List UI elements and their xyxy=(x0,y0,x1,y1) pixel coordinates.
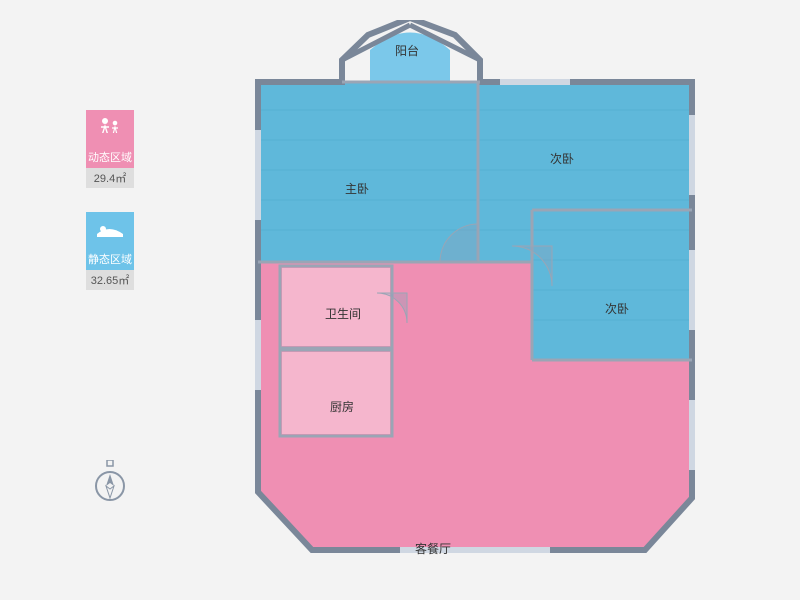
legend-panel: 动态区域 29.4㎡ 静态区域 32.65㎡ xyxy=(80,110,140,314)
legend-dynamic: 动态区域 29.4㎡ xyxy=(80,110,140,188)
legend-dynamic-title: 动态区域 xyxy=(86,146,134,168)
room-label: 卫生间 xyxy=(325,305,361,322)
room-label: 客餐厅 xyxy=(415,540,451,557)
room-label: 厨房 xyxy=(330,398,354,415)
room-label: 次卧 xyxy=(605,300,629,317)
people-icon xyxy=(86,110,134,146)
floorplan: 阳台主卧次卧次卧卫生间厨房客餐厅 xyxy=(250,20,730,580)
room-label: 阳台 xyxy=(395,42,419,59)
sleep-icon xyxy=(86,212,134,248)
legend-static-title: 静态区域 xyxy=(86,248,134,270)
compass-icon xyxy=(92,460,128,509)
room-label: 次卧 xyxy=(550,150,574,167)
legend-dynamic-value: 29.4㎡ xyxy=(86,168,134,188)
legend-static-value: 32.65㎡ xyxy=(86,270,134,290)
room-label: 主卧 xyxy=(345,180,369,197)
legend-static: 静态区域 32.65㎡ xyxy=(80,212,140,290)
